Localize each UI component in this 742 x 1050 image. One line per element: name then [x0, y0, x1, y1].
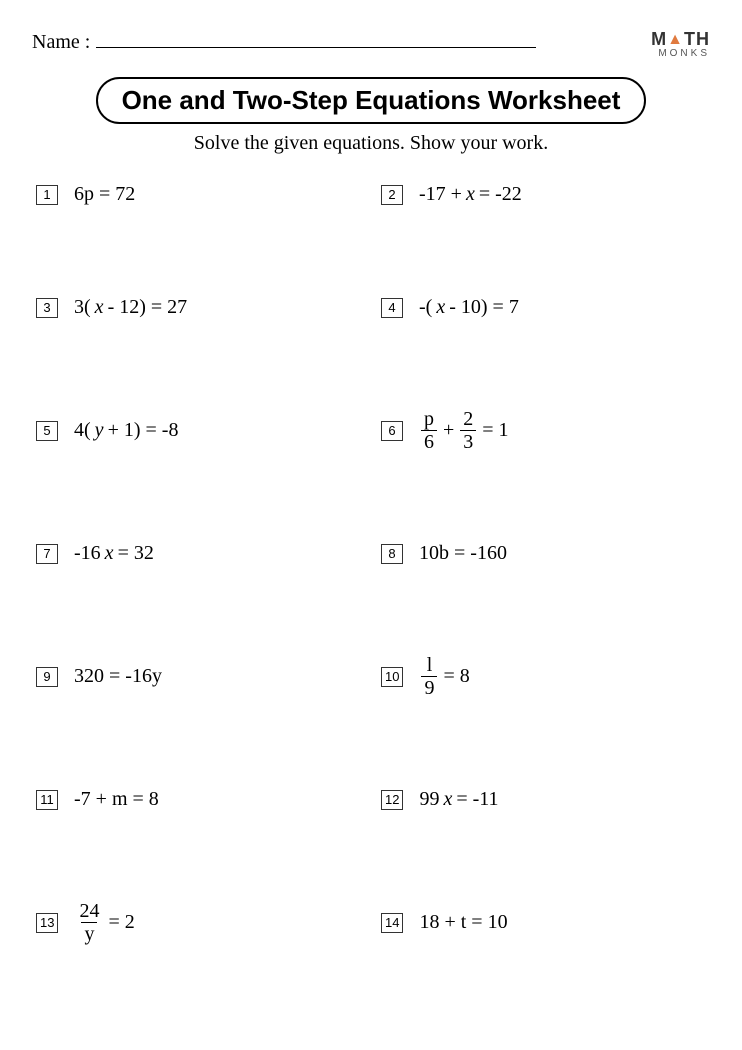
equation-text: = 8: [443, 665, 469, 688]
equation: 3(x - 12) = 27: [74, 296, 187, 319]
fraction: 24y: [76, 901, 102, 944]
problem: 1 6p = 72: [36, 183, 361, 206]
problem-number-box: 2: [381, 185, 403, 205]
equation-text: -16: [74, 542, 101, 565]
fraction: l9: [421, 655, 437, 698]
problem: 3 3(x - 12) = 27: [36, 296, 361, 319]
problem-number-box: 8: [381, 544, 403, 564]
equation-text: - 12) = 27: [108, 296, 188, 319]
fraction-denominator: y: [81, 922, 97, 944]
fraction: p6: [421, 409, 437, 452]
problem-number-box: 10: [381, 667, 403, 687]
equation: 320 = -16y: [74, 665, 162, 688]
problem-number-box: 9: [36, 667, 58, 687]
equation: 24y = 2: [74, 901, 134, 944]
problem-number-box: 4: [381, 298, 403, 318]
variable: x: [95, 296, 104, 319]
problem: 4 -(x - 10) = 7: [381, 296, 706, 319]
problem: 6p6 + 23 = 1: [381, 409, 706, 452]
problem: 7 -16x = 32: [36, 542, 361, 565]
equation-text: 4(: [74, 419, 91, 442]
equation: 99x = -11: [419, 788, 498, 811]
problem-number-box: 6: [381, 421, 403, 441]
equation-text: + 1) = -8: [108, 419, 179, 442]
problem: 13 24y = 2: [36, 901, 361, 944]
variable: y: [95, 419, 104, 442]
logo-m: M: [651, 29, 667, 49]
equation-text: 320 = -16y: [74, 665, 162, 688]
problem-number-box: 14: [381, 913, 403, 933]
problem-number-box: 12: [381, 790, 403, 810]
equation-text: = -22: [479, 183, 522, 206]
equation-text: 99: [419, 788, 439, 811]
problem-number-box: 13: [36, 913, 58, 933]
fraction-denominator: 6: [421, 430, 437, 452]
name-label: Name :: [32, 31, 90, 54]
fraction-denominator: 9: [421, 676, 437, 698]
variable: x: [466, 183, 475, 206]
logo-bottom: MONKS: [651, 49, 710, 59]
problem: 8 10b = -160: [381, 542, 706, 565]
equation-text: 10b = -160: [419, 542, 507, 565]
equation-text: 3(: [74, 296, 91, 319]
equation: -7 + m = 8: [74, 788, 159, 811]
worksheet-subtitle: Solve the given equations. Show your wor…: [32, 132, 710, 155]
problem-number-box: 7: [36, 544, 58, 564]
problem: 14 18 + t = 10: [381, 901, 706, 944]
variable: x: [443, 788, 452, 811]
logo-top: M▲TH: [651, 30, 710, 48]
equation: l9 = 8: [419, 655, 469, 698]
fraction-numerator: 2: [460, 409, 476, 430]
equation-text: 18 + t = 10: [419, 911, 507, 934]
problem-number-box: 3: [36, 298, 58, 318]
problems-grid: 16p = 722-17 + x = -2233(x - 12) = 274-(…: [32, 183, 710, 944]
problem-number-box: 1: [36, 185, 58, 205]
equation: p6 + 23 = 1: [419, 409, 509, 452]
equation-text: = 32: [118, 542, 154, 565]
problem: 5 4(y + 1) = -8: [36, 409, 361, 452]
equation: -(x - 10) = 7: [419, 296, 519, 319]
problem: 10 l9 = 8: [381, 655, 706, 698]
equation-text: +: [443, 419, 454, 442]
logo-th: TH: [684, 29, 710, 49]
problem-number-box: 5: [36, 421, 58, 441]
problem: 12 99x = -11: [381, 788, 706, 811]
header-row: Name : M▲TH MONKS: [32, 30, 710, 59]
equation: 10b = -160: [419, 542, 507, 565]
equation: 18 + t = 10: [419, 911, 507, 934]
equation-text: = -11: [456, 788, 498, 811]
equation-text: -17 +: [419, 183, 462, 206]
problem: 11 -7 + m = 8: [36, 788, 361, 811]
equation-text: 6p = 72: [74, 183, 135, 206]
name-field: Name :: [32, 30, 536, 54]
equation: 4(y + 1) = -8: [74, 419, 178, 442]
logo: M▲TH MONKS: [651, 30, 710, 59]
fraction-denominator: 3: [460, 430, 476, 452]
problem-number-box: 11: [36, 790, 58, 810]
title-wrap: One and Two-Step Equations Worksheet: [32, 77, 710, 124]
variable: x: [105, 542, 114, 565]
fraction: 23: [460, 409, 476, 452]
fraction-numerator: p: [421, 409, 437, 430]
equation-text: -(: [419, 296, 432, 319]
equation: -17 + x = -22: [419, 183, 522, 206]
equation: -16x = 32: [74, 542, 154, 565]
fraction-numerator: l: [424, 655, 436, 676]
equation-text: = 1: [482, 419, 508, 442]
equation-text: -7 + m = 8: [74, 788, 159, 811]
problem: 2 -17 + x = -22: [381, 183, 706, 206]
triangle-icon: ▲: [667, 31, 684, 48]
fraction-numerator: 24: [76, 901, 102, 922]
problem: 9 320 = -16y: [36, 655, 361, 698]
equation-text: = 2: [108, 911, 134, 934]
equation-text: - 10) = 7: [449, 296, 519, 319]
variable: x: [436, 296, 445, 319]
name-input-line[interactable]: [96, 30, 536, 48]
worksheet-title: One and Two-Step Equations Worksheet: [96, 77, 647, 124]
equation: 6p = 72: [74, 183, 135, 206]
